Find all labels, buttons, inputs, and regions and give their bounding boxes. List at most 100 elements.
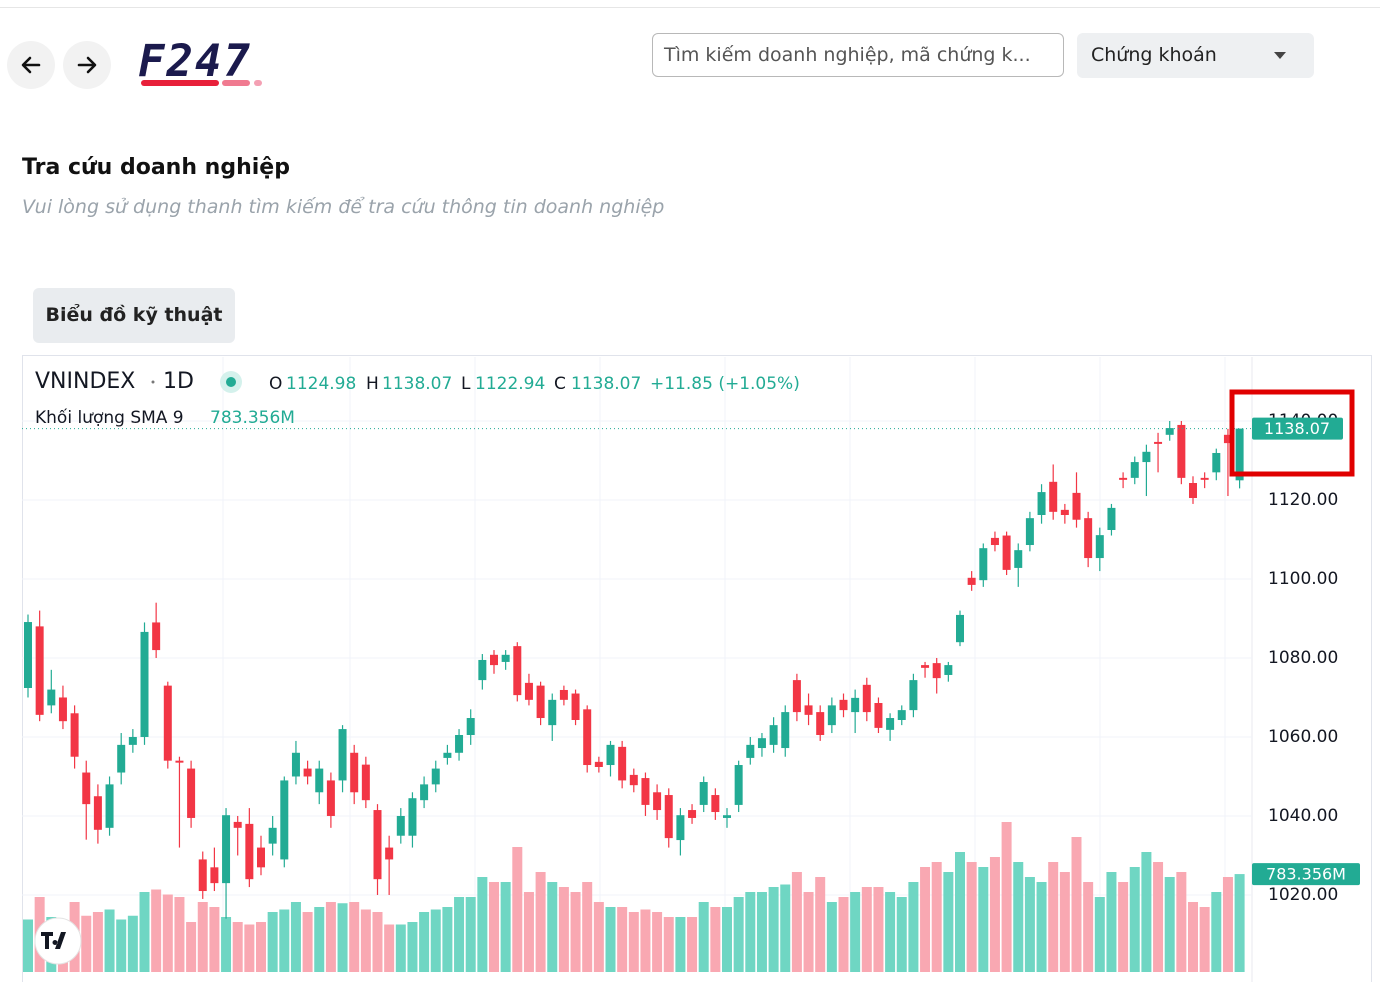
volume-bar xyxy=(1001,822,1012,972)
candle-body xyxy=(443,752,452,758)
volume-bar xyxy=(186,922,197,972)
candle-body xyxy=(280,780,289,860)
volume-bar xyxy=(34,897,45,972)
candle-body xyxy=(128,736,137,745)
volume-bar xyxy=(244,924,255,972)
volume-bar xyxy=(663,917,674,972)
volume-bar xyxy=(1083,882,1094,972)
volume-bar xyxy=(780,884,791,972)
back-button[interactable] xyxy=(7,41,55,89)
candle-body xyxy=(1049,481,1058,512)
caret xyxy=(1274,52,1286,59)
candle-body xyxy=(1119,477,1128,480)
volume-bar xyxy=(489,882,499,972)
candle-body xyxy=(827,705,836,726)
volume-bar xyxy=(768,887,779,972)
volume-bar xyxy=(302,912,313,972)
candle-body xyxy=(303,768,312,777)
y-tick-label: 1060.00 xyxy=(1268,727,1338,747)
volume-bar xyxy=(1164,877,1175,972)
candle-body xyxy=(886,718,895,730)
candle-body xyxy=(58,697,67,722)
candle-body xyxy=(839,699,848,711)
volume-bar xyxy=(640,909,651,972)
candle-body xyxy=(152,622,161,651)
volume-bar xyxy=(547,882,558,972)
volume-bar xyxy=(920,867,931,972)
ohlc-label: L xyxy=(461,374,471,394)
candle-body xyxy=(47,689,56,706)
volume-bar xyxy=(558,887,569,972)
forward-button[interactable] xyxy=(63,41,111,89)
candle-body xyxy=(420,784,429,801)
candle-body xyxy=(1177,424,1186,478)
volume-sma: 783.356M xyxy=(210,408,295,428)
top-border xyxy=(0,7,1380,8)
candle-body xyxy=(1142,451,1151,463)
candle-body xyxy=(1223,434,1232,444)
volume-bar xyxy=(989,857,1000,972)
candle-body xyxy=(1130,462,1139,478)
candle-body xyxy=(105,784,114,828)
volume-bar xyxy=(92,912,103,972)
highlight-box xyxy=(1229,389,1355,477)
volume-bar xyxy=(337,903,348,972)
search-input[interactable]: Tìm kiếm doanh nghiệp, mã chứng k... xyxy=(652,33,1064,77)
status-dot xyxy=(226,377,236,387)
volume-bar xyxy=(1094,897,1105,972)
candle-body xyxy=(478,659,487,681)
candle-body xyxy=(315,768,324,793)
logo-bar xyxy=(222,80,250,86)
candle-body xyxy=(664,795,673,839)
candle-body xyxy=(641,778,650,805)
page-subtitle: Vui lòng sử dụng thanh tìm kiếm để tra c… xyxy=(22,196,665,218)
ohlc-value: 1124.98 xyxy=(286,374,356,394)
chart-tab[interactable]: Biểu đồ kỹ thuật xyxy=(33,288,235,343)
volume-bar xyxy=(267,912,278,972)
candle-body xyxy=(1037,492,1046,515)
volume-bar xyxy=(1059,872,1070,972)
volume-bar xyxy=(687,917,698,972)
status-dot-halo xyxy=(220,371,242,393)
candle-body xyxy=(1084,518,1093,559)
volume-bar xyxy=(1048,862,1059,972)
logo[interactable]: F247 xyxy=(138,36,252,87)
volume-bar xyxy=(1199,907,1210,972)
candle-body xyxy=(851,697,860,713)
candle-body xyxy=(1189,483,1197,499)
candle-body xyxy=(524,682,533,700)
volume-bar xyxy=(628,912,639,972)
volume-bar xyxy=(57,927,68,972)
candle-body xyxy=(944,665,953,675)
volume-bar xyxy=(523,892,534,972)
volume-bar xyxy=(279,909,290,972)
volume-bar xyxy=(116,919,127,972)
volume-bar xyxy=(850,892,861,972)
logo-bar xyxy=(254,80,262,86)
market-select[interactable]: Chứng khoán xyxy=(1077,33,1314,78)
volume-bar xyxy=(1013,862,1024,972)
logo-bar xyxy=(141,80,219,86)
volume-bar xyxy=(1188,902,1198,972)
candle-body xyxy=(956,614,964,643)
candle-body xyxy=(501,654,510,662)
candle-body xyxy=(222,815,231,884)
volume-bar xyxy=(1129,867,1140,972)
candle-body xyxy=(338,729,347,781)
candle-body xyxy=(175,760,184,763)
candle-body xyxy=(268,827,277,844)
volume-bar xyxy=(407,922,418,972)
candle-body xyxy=(653,792,662,811)
market-select-label: Chứng khoán xyxy=(1091,44,1217,66)
volume-bar xyxy=(756,892,767,972)
volume-bar xyxy=(372,912,383,972)
volume-bar xyxy=(384,924,395,972)
separator xyxy=(151,380,155,384)
candle-body xyxy=(291,752,300,777)
volume-bar xyxy=(81,915,92,972)
volume-bar xyxy=(209,907,220,972)
candle-body xyxy=(1095,535,1104,559)
volume-bar xyxy=(314,907,325,972)
